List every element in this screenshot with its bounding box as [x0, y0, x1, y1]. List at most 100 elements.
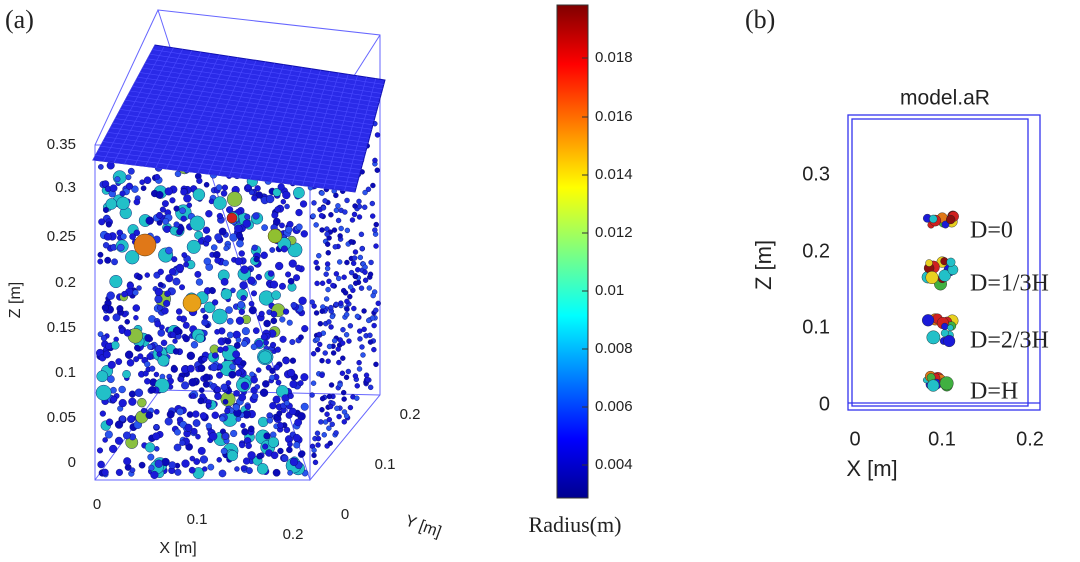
particle	[256, 453, 263, 460]
particle	[263, 432, 271, 440]
particle	[297, 412, 306, 421]
particle	[205, 422, 212, 429]
tick-label: 0.1	[928, 428, 956, 450]
particle	[265, 364, 272, 371]
particle	[251, 392, 259, 400]
particle	[127, 167, 135, 175]
particle	[289, 407, 297, 416]
particle	[248, 425, 255, 433]
particle	[277, 183, 285, 191]
particle	[267, 228, 283, 244]
particle	[226, 191, 243, 207]
particle	[353, 280, 359, 286]
particle	[336, 259, 343, 265]
particle	[319, 308, 325, 314]
colorbar-title: Radius(m)	[529, 512, 622, 537]
particle	[123, 329, 132, 337]
particle	[183, 194, 192, 203]
particle	[206, 402, 212, 409]
particle	[344, 197, 350, 204]
particle	[97, 460, 105, 469]
particle	[319, 407, 325, 413]
particle	[159, 324, 165, 331]
particle	[201, 356, 208, 363]
particle	[290, 301, 298, 309]
particle	[212, 308, 228, 325]
axis-label: Z [m]	[7, 282, 24, 318]
particle	[196, 177, 203, 184]
particle	[201, 318, 209, 326]
particle	[126, 359, 135, 367]
particle	[256, 463, 269, 475]
plate-line	[145, 63, 381, 99]
particle	[192, 410, 200, 418]
particle	[242, 457, 251, 465]
particle	[352, 373, 359, 379]
particle	[358, 285, 365, 291]
particle	[314, 280, 320, 287]
particle	[162, 218, 170, 225]
particle	[339, 340, 346, 346]
particle	[154, 320, 162, 328]
particle	[267, 270, 275, 277]
colorbar-ticks: 0.018 0.016 0.014 0.012 0.01 0.008 0.006 0.004	[582, 49, 633, 473]
particle	[188, 466, 196, 474]
particle	[280, 245, 288, 253]
particle	[373, 307, 379, 313]
particle	[180, 188, 188, 196]
particle	[126, 281, 134, 290]
particle	[216, 457, 222, 463]
particle	[128, 390, 136, 398]
particle	[292, 433, 301, 442]
particle	[374, 132, 381, 138]
particle	[235, 416, 242, 422]
particle	[356, 198, 362, 205]
particle	[331, 338, 338, 344]
particle	[222, 345, 229, 352]
plate-line	[134, 50, 193, 166]
particle	[109, 274, 123, 289]
particle	[344, 259, 350, 266]
particle	[335, 275, 342, 282]
particle	[220, 288, 233, 300]
particle	[109, 444, 118, 454]
particle	[186, 364, 195, 373]
particle	[356, 214, 363, 220]
particle	[367, 271, 374, 277]
plate-line	[155, 53, 211, 168]
particle	[190, 427, 198, 435]
particle	[369, 213, 376, 219]
particle	[144, 361, 151, 368]
plate-line	[323, 75, 358, 189]
particle	[310, 213, 316, 219]
plate-line	[110, 127, 364, 161]
particle	[214, 233, 222, 241]
particle	[147, 453, 155, 461]
plate-line	[302, 72, 340, 186]
particle	[341, 419, 347, 425]
particle	[260, 333, 268, 341]
particle	[119, 190, 126, 197]
particle	[116, 196, 130, 210]
particle	[274, 206, 281, 213]
particle	[285, 271, 292, 278]
particle	[355, 267, 361, 273]
axis-label: X [m]	[159, 540, 196, 557]
particle	[190, 341, 199, 349]
annotation: D=1/3H	[970, 271, 1049, 297]
plate-line	[135, 81, 376, 117]
particle	[248, 306, 257, 315]
particle	[193, 458, 201, 465]
particle	[169, 197, 176, 204]
particle	[166, 410, 175, 419]
particle	[330, 282, 336, 289]
particle	[346, 338, 352, 344]
particle	[343, 374, 350, 381]
particle	[154, 287, 163, 296]
tick-label: 0.014	[595, 166, 633, 183]
particle	[181, 381, 190, 390]
particle	[172, 277, 181, 286]
z-axis: 0.35 0.3 0.25 0.2 0.15 0.1 0.05 0	[47, 136, 76, 471]
particle	[181, 459, 190, 468]
particle	[124, 319, 130, 325]
